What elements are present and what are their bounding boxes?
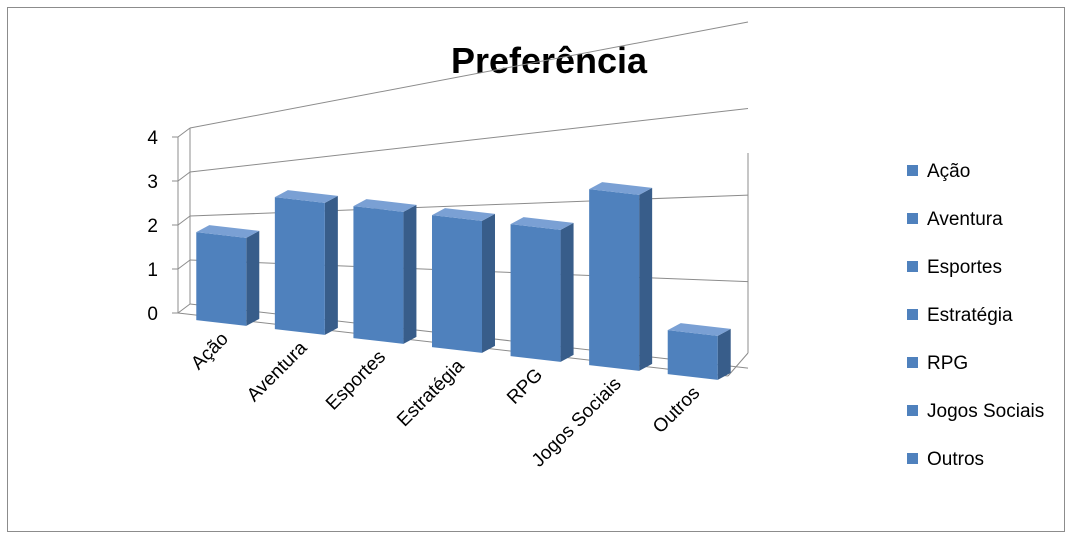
- gridline: [189, 108, 749, 173]
- bar-side: [246, 230, 260, 326]
- bar-front: [667, 330, 718, 380]
- bar-top: [196, 225, 260, 238]
- legend-entry: Aventura: [927, 209, 1003, 230]
- gridline-side: [177, 171, 191, 182]
- gridline-side: [177, 259, 191, 270]
- bar-front: [589, 189, 640, 371]
- x-category-label: Estratégia: [393, 355, 469, 431]
- bar-front: [510, 224, 561, 362]
- bar-top: [274, 190, 338, 203]
- gridline-side: [177, 215, 191, 226]
- bar: [589, 182, 653, 371]
- bar: [510, 217, 574, 362]
- legend-entry: Jogos Sociais: [927, 401, 1044, 422]
- x-category-label: Ação: [187, 329, 232, 374]
- bar-side: [403, 204, 417, 344]
- bar-side: [482, 213, 495, 353]
- bar: [196, 225, 260, 326]
- bar-front: [432, 215, 482, 353]
- x-category-label: Aventura: [243, 337, 312, 406]
- bar-series: [196, 182, 731, 380]
- bar-side: [717, 328, 731, 380]
- bar-side: [324, 195, 338, 335]
- legend: Ação Aventura Esportes Estratégia RPG Jogos S…: [907, 161, 1044, 470]
- bar-top: [589, 182, 653, 195]
- y-tick-label: 3: [147, 172, 158, 193]
- y-tick-label: 2: [147, 216, 158, 237]
- legend-swatch: [907, 453, 918, 464]
- y-tick-label: 1: [147, 260, 158, 281]
- gridline-side: [177, 303, 191, 314]
- legend-swatch: [907, 261, 918, 272]
- legend-swatch: [907, 165, 918, 176]
- bar-top: [432, 208, 495, 221]
- gridline: [189, 21, 749, 129]
- y-tick-label: 0: [147, 304, 158, 325]
- bar-top: [353, 199, 417, 212]
- y-axis-ticks: 0 1 2 3 4: [147, 128, 158, 325]
- bar-side: [560, 222, 574, 362]
- legend-entry: Ação: [927, 161, 970, 182]
- legend-entry: Outros: [927, 449, 984, 470]
- legend-entry: Esportes: [927, 257, 1002, 278]
- x-category-label: Esportes: [322, 347, 390, 415]
- bar-top: [667, 323, 731, 336]
- gridline-side: [177, 127, 191, 138]
- bar-side: [639, 187, 653, 371]
- legend-swatch: [907, 405, 918, 416]
- bar: [667, 323, 731, 380]
- bar-front: [353, 206, 404, 344]
- legend-entry: Estratégia: [927, 305, 1013, 326]
- x-category-label: RPG: [503, 365, 547, 409]
- x-category-label: Jogos Sociais: [528, 374, 626, 472]
- y-tick-label: 4: [147, 128, 158, 149]
- legend-swatch: [907, 357, 918, 368]
- bar: [353, 199, 417, 344]
- bar-top: [510, 217, 574, 230]
- bar: [274, 190, 338, 335]
- legend-swatch: [907, 309, 918, 320]
- floor-right-edge: [727, 352, 749, 377]
- bar-front: [196, 232, 247, 326]
- bar: [432, 208, 495, 353]
- x-category-label: Outros: [649, 383, 704, 438]
- legend-entry: RPG: [927, 353, 968, 374]
- bar-front: [274, 197, 325, 335]
- legend-swatch: [907, 213, 918, 224]
